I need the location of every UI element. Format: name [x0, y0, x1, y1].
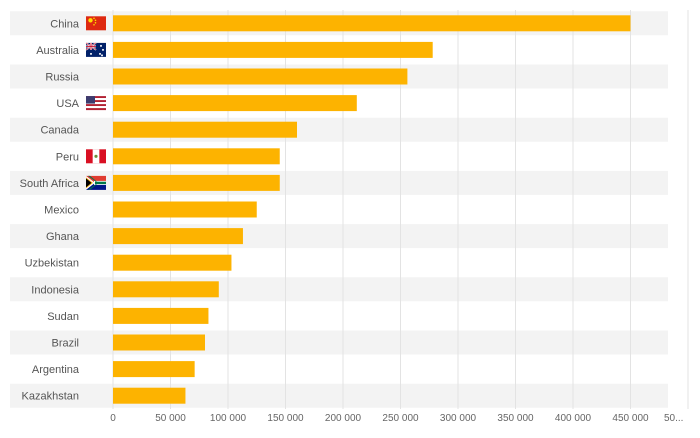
- category-label: Ghana: [46, 231, 80, 243]
- x-axis-ticks: 0 50 000 100 000 150 000 200 000 250 000 300 0…: [110, 413, 683, 424]
- bar-ghana: [113, 228, 243, 245]
- bar-brazil: [113, 334, 205, 351]
- bar-canada: [113, 121, 297, 138]
- category-label: Indonesia: [31, 284, 80, 296]
- bar-peru: [113, 148, 280, 165]
- australia-flag-icon: [85, 42, 106, 57]
- row-band: [10, 383, 668, 408]
- bar-mexico: [113, 201, 257, 218]
- x-tick-label: 50 000: [155, 413, 186, 424]
- bar-australia: [113, 41, 433, 58]
- category-label: Canada: [40, 125, 79, 137]
- category-labels: China Australia Russia USA Canada Peru South A…: [20, 18, 80, 402]
- bar-indonesia: [113, 281, 219, 298]
- row-band: [10, 170, 668, 195]
- category-label: Uzbekistan: [25, 258, 79, 270]
- category-label: Kazakhstan: [22, 391, 79, 403]
- category-label: Mexico: [44, 205, 79, 217]
- category-label: China: [50, 18, 80, 30]
- category-label: Brazil: [51, 338, 79, 350]
- bar-china: [113, 15, 631, 32]
- x-tick-label: 100 000: [210, 413, 247, 424]
- x-tick-label: 150 000: [267, 413, 304, 424]
- category-label: Peru: [56, 151, 79, 163]
- x-tick-label: 200 000: [325, 413, 362, 424]
- bars: [113, 15, 631, 404]
- x-tick-label: 350 000: [497, 413, 534, 424]
- category-label: Australia: [36, 45, 80, 57]
- category-label: Argentina: [32, 364, 80, 376]
- bar-usa: [113, 95, 357, 112]
- row-band: [10, 117, 668, 142]
- row-band: [10, 224, 668, 249]
- bar-kazakhstan: [113, 387, 186, 404]
- bar-south-africa: [113, 174, 280, 191]
- flags: [85, 16, 106, 190]
- category-label: Sudan: [47, 311, 79, 323]
- south-africa-flag-icon: [86, 175, 106, 190]
- row-band: [10, 277, 668, 302]
- bar-argentina: [113, 361, 195, 378]
- x-tick-label: 450 000: [612, 413, 649, 424]
- bar-russia: [113, 68, 408, 85]
- x-tick-label: 0: [110, 413, 116, 424]
- x-tick-label: 300 000: [440, 413, 477, 424]
- peru-flag-icon: [86, 149, 106, 164]
- china-flag-icon: [86, 16, 106, 31]
- x-tick-label: 250 000: [382, 413, 419, 424]
- bar-sudan: [113, 307, 209, 324]
- usa-flag-icon: [86, 96, 106, 111]
- category-label: Russia: [45, 72, 80, 84]
- row-band: [10, 330, 668, 355]
- category-label: South Africa: [20, 178, 80, 190]
- category-label: USA: [56, 98, 79, 110]
- x-tick-label: 400 000: [555, 413, 592, 424]
- x-tick-label: 50...: [664, 413, 683, 424]
- bar-uzbekistan: [113, 254, 232, 271]
